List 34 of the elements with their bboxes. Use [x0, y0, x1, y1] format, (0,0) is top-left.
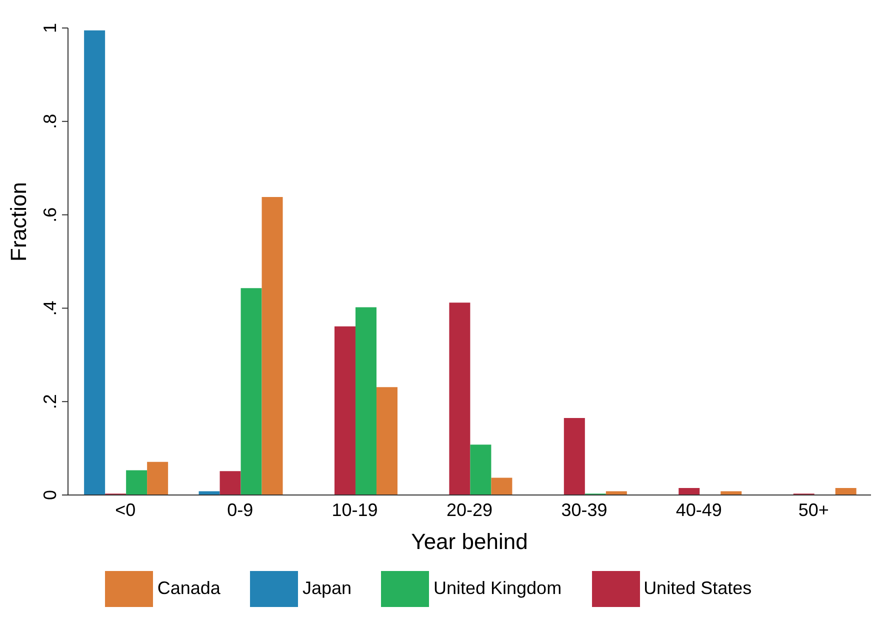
bar	[240, 288, 262, 495]
bar	[220, 471, 241, 495]
y-tick-label: .2	[40, 394, 60, 410]
x-tick-label: 10-19	[332, 500, 378, 520]
legend-label: United States	[644, 578, 752, 598]
bar	[84, 30, 106, 495]
x-tick-label: 20-29	[446, 500, 493, 520]
x-tick-label: 50+	[798, 500, 829, 520]
bar	[376, 387, 398, 495]
x-axis-title: Year behind	[411, 529, 528, 554]
x-tick-label: 40-49	[676, 500, 722, 520]
y-tick-label: .4	[40, 300, 60, 316]
legend-label: Canada	[157, 578, 220, 598]
bar	[470, 444, 492, 495]
y-axis-title: Fraction	[6, 182, 31, 262]
x-tick-label: 30-39	[561, 500, 608, 520]
bar	[491, 478, 512, 495]
x-tick-label: 0-9	[227, 500, 254, 520]
bar	[334, 326, 356, 495]
x-tick-label: <0	[115, 500, 136, 520]
bar	[449, 302, 470, 495]
bar	[835, 488, 856, 495]
legend-label: Japan	[302, 578, 352, 598]
y-tick-label: .6	[40, 207, 60, 222]
bar	[355, 307, 376, 495]
y-tick-label: .8	[40, 114, 60, 129]
bar	[678, 488, 700, 495]
bar	[564, 418, 585, 495]
bar	[147, 462, 168, 495]
legend-label: United Kingdom	[433, 578, 562, 598]
y-tick-label: 1	[40, 22, 60, 34]
bar	[262, 197, 283, 495]
bar	[126, 470, 148, 495]
y-tick-label: 0	[40, 490, 60, 500]
